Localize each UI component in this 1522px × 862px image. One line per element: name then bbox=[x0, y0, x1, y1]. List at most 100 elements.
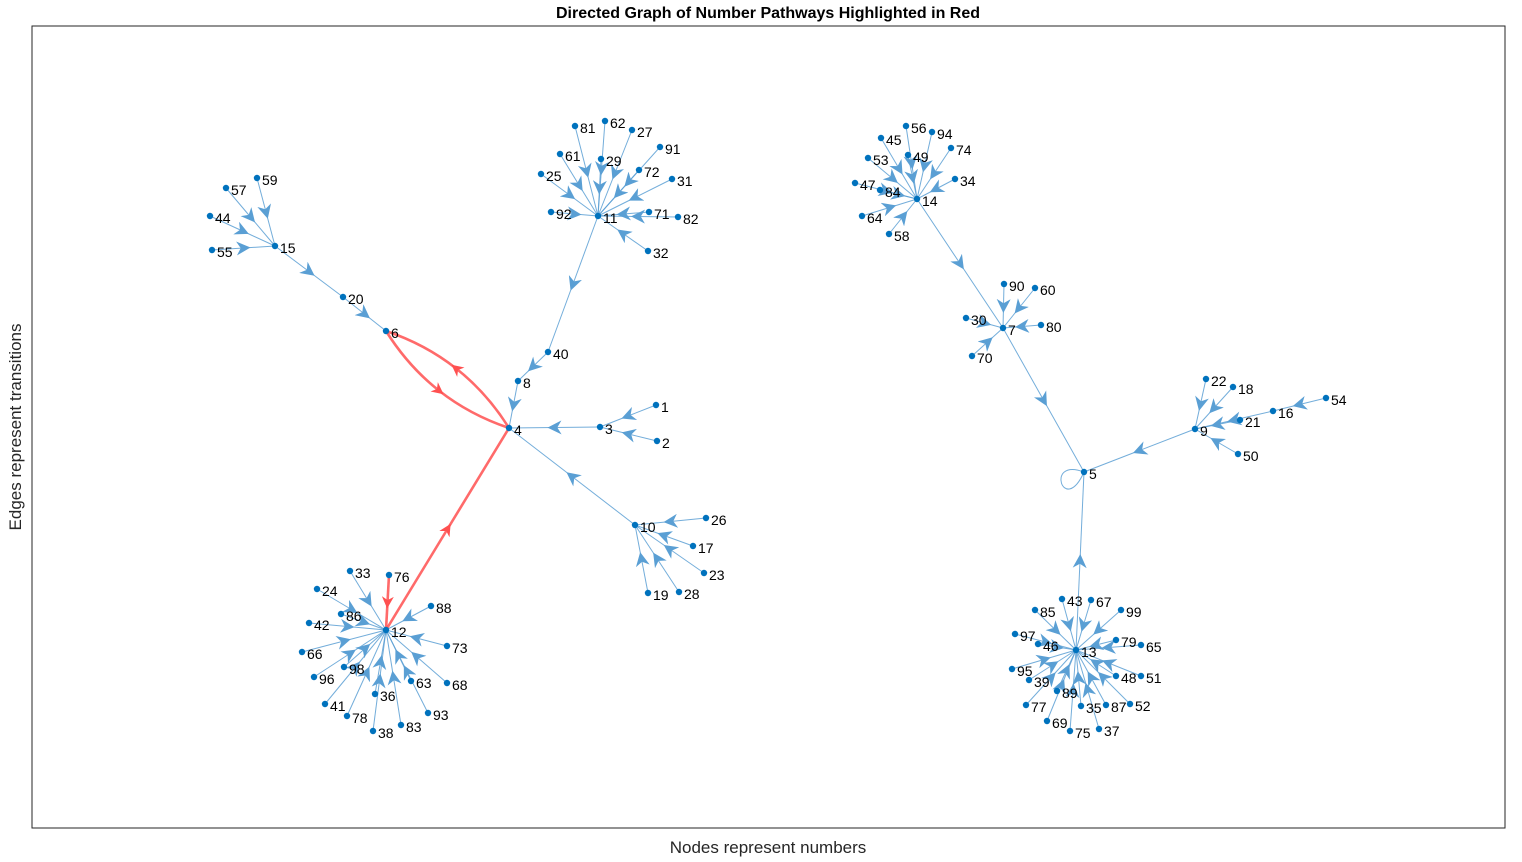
node-67 bbox=[1087, 596, 1095, 604]
node-label-43: 43 bbox=[1067, 593, 1083, 609]
node-71 bbox=[645, 208, 653, 216]
node-79 bbox=[1112, 636, 1120, 644]
edge-22-9 bbox=[1194, 378, 1209, 430]
node-label-58: 58 bbox=[894, 228, 910, 244]
node-label-56: 56 bbox=[911, 120, 927, 136]
node-91 bbox=[656, 143, 664, 151]
edge-51-13 bbox=[1075, 649, 1142, 677]
node-label-73: 73 bbox=[452, 640, 468, 656]
edge-60-7 bbox=[1002, 287, 1036, 329]
node-81 bbox=[571, 122, 579, 130]
node-11 bbox=[594, 212, 602, 220]
node-label-35: 35 bbox=[1086, 700, 1102, 716]
node-6 bbox=[382, 327, 390, 335]
edge-93-12 bbox=[385, 629, 429, 714]
edge-41-12 bbox=[324, 629, 387, 705]
node-label-55: 55 bbox=[217, 244, 233, 260]
node-32 bbox=[644, 247, 652, 255]
edge-21-9 bbox=[1194, 416, 1241, 430]
node-label-95: 95 bbox=[1017, 663, 1033, 679]
node-8 bbox=[514, 377, 522, 385]
node-label-1: 1 bbox=[661, 399, 669, 415]
edge-28-10 bbox=[634, 524, 680, 593]
x-axis-label: Nodes represent numbers bbox=[670, 838, 867, 857]
edge-1-3 bbox=[599, 404, 657, 428]
edge-77-13 bbox=[1025, 649, 1077, 706]
edges-layer bbox=[209, 120, 1327, 732]
node-label-4: 4 bbox=[514, 422, 522, 438]
node-label-89: 89 bbox=[1062, 685, 1078, 701]
node-52 bbox=[1126, 700, 1134, 708]
node-label-6: 6 bbox=[391, 325, 399, 341]
node-label-83: 83 bbox=[406, 719, 422, 735]
node-label-98: 98 bbox=[349, 661, 365, 677]
node-label-15: 15 bbox=[280, 240, 296, 256]
node-72 bbox=[635, 166, 643, 174]
edge-99-13 bbox=[1075, 609, 1122, 651]
node-label-88: 88 bbox=[436, 600, 452, 616]
node-43 bbox=[1058, 595, 1066, 603]
node-60 bbox=[1031, 284, 1039, 292]
edge-7-5 bbox=[1002, 327, 1085, 473]
node-9 bbox=[1191, 425, 1199, 433]
node-20 bbox=[339, 293, 347, 301]
edge-17-10 bbox=[634, 524, 694, 547]
node-61 bbox=[556, 150, 564, 158]
node-label-69: 69 bbox=[1052, 715, 1068, 731]
node-label-40: 40 bbox=[553, 346, 569, 362]
edge-59-15 bbox=[256, 177, 276, 247]
node-label-62: 62 bbox=[610, 115, 626, 131]
edge-80-7 bbox=[1002, 318, 1042, 333]
node-64 bbox=[858, 212, 866, 220]
node-label-80: 80 bbox=[1046, 319, 1062, 335]
node-74 bbox=[947, 144, 955, 152]
node-label-25: 25 bbox=[546, 168, 562, 184]
node-label-70: 70 bbox=[977, 350, 993, 366]
edge-13-5 bbox=[1072, 471, 1087, 651]
edge-78-12 bbox=[346, 629, 387, 717]
node-label-34: 34 bbox=[960, 173, 976, 189]
node-58 bbox=[885, 230, 893, 238]
edge-61-11 bbox=[559, 153, 599, 217]
node-14 bbox=[913, 195, 921, 203]
node-label-85: 85 bbox=[1040, 604, 1056, 620]
node-18 bbox=[1229, 383, 1237, 391]
node-label-31: 31 bbox=[677, 173, 693, 189]
node-label-59: 59 bbox=[262, 172, 278, 188]
edge-23-10 bbox=[634, 524, 705, 574]
node-25 bbox=[537, 170, 545, 178]
edge-97-13 bbox=[1014, 633, 1077, 651]
edge-56-14 bbox=[903, 125, 918, 200]
node-label-26: 26 bbox=[711, 512, 727, 528]
node-86 bbox=[337, 610, 345, 618]
edge-49-14 bbox=[904, 154, 918, 200]
node-82 bbox=[674, 213, 682, 221]
node-label-38: 38 bbox=[378, 725, 394, 741]
highlighted-edges-layer bbox=[381, 329, 511, 631]
node-label-87: 87 bbox=[1111, 699, 1127, 715]
node-84 bbox=[876, 186, 884, 194]
node-36 bbox=[371, 690, 379, 698]
node-label-50: 50 bbox=[1243, 448, 1259, 464]
node-98 bbox=[340, 663, 348, 671]
edge-69-13 bbox=[1046, 649, 1077, 722]
edge-53-14 bbox=[867, 157, 918, 200]
node-85 bbox=[1031, 606, 1039, 614]
node-78 bbox=[343, 712, 351, 720]
node-label-11: 11 bbox=[603, 210, 618, 226]
edge-83-12 bbox=[385, 629, 402, 726]
node-label-92: 92 bbox=[556, 206, 572, 222]
node-label-23: 23 bbox=[709, 567, 725, 583]
node-label-27: 27 bbox=[637, 124, 653, 140]
node-2 bbox=[653, 437, 661, 445]
node-34 bbox=[951, 175, 959, 183]
edge-20-6 bbox=[342, 296, 387, 332]
edge-87-13 bbox=[1075, 649, 1107, 706]
node-label-53: 53 bbox=[873, 152, 889, 168]
edge-26-10 bbox=[634, 513, 707, 528]
node-57 bbox=[222, 184, 230, 192]
edge-75-13 bbox=[1065, 649, 1080, 732]
node-label-41: 41 bbox=[330, 698, 346, 714]
node-33 bbox=[346, 567, 354, 575]
node-42 bbox=[305, 619, 313, 627]
